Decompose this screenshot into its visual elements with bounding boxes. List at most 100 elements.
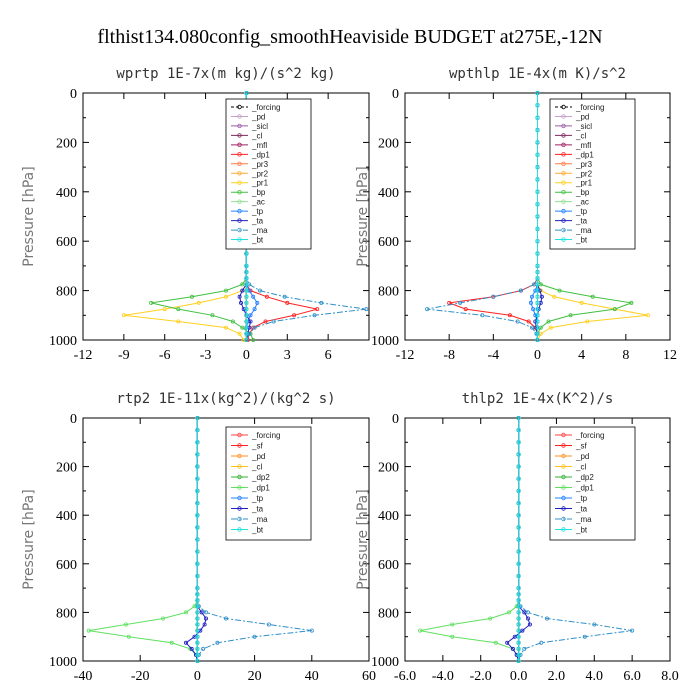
- series-point: [516, 415, 521, 420]
- legend-label: _pr1: [251, 179, 269, 188]
- legend-label: _pr1: [575, 179, 593, 188]
- legend: _forcing_pd_sicl_cl_mfl_dp1_pr3_pr2_pr1_…: [549, 98, 636, 250]
- legend-label: _forcing: [575, 431, 604, 440]
- legend-marker: [561, 142, 566, 148]
- series-point: [247, 331, 252, 336]
- series-point: [149, 300, 154, 305]
- series-point: [535, 288, 540, 293]
- legend-marker: [561, 171, 566, 176]
- legend-marker: [237, 133, 242, 138]
- series-point: [195, 616, 200, 621]
- series-point: [240, 288, 245, 293]
- legend-marker: [561, 133, 566, 138]
- series-point: [533, 313, 538, 318]
- y-tick-label: 400: [378, 186, 399, 201]
- x-tick-label: 12: [663, 348, 677, 363]
- legend-label: _ma: [251, 515, 268, 524]
- x-tick-label: -40: [74, 669, 93, 684]
- series-point: [183, 610, 188, 615]
- legend-marker: [237, 474, 242, 480]
- series-point: [315, 307, 320, 312]
- series-point: [161, 616, 166, 621]
- y-tick-label: 200: [56, 136, 77, 151]
- series-point: [244, 313, 249, 318]
- legend-label: _sf: [251, 442, 263, 451]
- legend-label: _dp1: [251, 484, 270, 493]
- x-tick-label: 8.0: [661, 669, 679, 684]
- series-point: [195, 628, 200, 633]
- series-point: [535, 214, 540, 219]
- series-point: [203, 616, 208, 621]
- legend-label: _pd: [575, 452, 589, 461]
- series-point: [522, 610, 527, 615]
- series-point: [241, 337, 246, 342]
- legend-label: _cl: [251, 463, 262, 472]
- series-point: [183, 640, 188, 645]
- legend-label: _ac: [251, 198, 265, 207]
- legend-marker: [237, 453, 242, 459]
- legend-label: _forcing: [251, 431, 280, 440]
- series-point: [516, 476, 521, 481]
- legend-marker: [561, 199, 566, 204]
- series-point: [195, 428, 200, 433]
- series-point: [535, 189, 540, 194]
- series-point: [491, 294, 496, 299]
- legend-label: _mfl: [575, 141, 591, 150]
- series-point: [533, 319, 538, 324]
- series-point: [418, 628, 423, 633]
- series-point: [255, 300, 260, 305]
- series-point: [195, 659, 200, 664]
- series-point: [237, 331, 242, 336]
- series-point: [195, 537, 200, 542]
- series-point: [516, 634, 521, 639]
- legend-label: _ta: [251, 505, 264, 514]
- legend-label: _sicl: [251, 122, 268, 131]
- legend-marker: [561, 237, 566, 242]
- series-point: [195, 646, 200, 651]
- series-point: [516, 537, 521, 542]
- series-point: [251, 294, 256, 299]
- x-tick-label: -12: [396, 348, 415, 363]
- legend-label: _ta: [575, 505, 588, 514]
- series-point: [240, 282, 245, 287]
- series-point: [535, 319, 540, 324]
- series-point: [195, 586, 200, 591]
- legend-label: _pd: [575, 112, 589, 121]
- series-point: [241, 307, 246, 312]
- series-point: [266, 622, 271, 627]
- series-point: [195, 440, 200, 445]
- legend-label: _bt: [251, 526, 264, 535]
- series-point: [535, 91, 540, 96]
- series-point: [539, 640, 544, 645]
- series-point: [539, 294, 544, 299]
- series-point: [516, 561, 521, 566]
- legend-label: _mfl: [251, 141, 267, 150]
- y-tick-label: 1000: [371, 334, 399, 349]
- series-point: [535, 270, 540, 275]
- legend-label: _dp1: [575, 150, 594, 159]
- series-point: [507, 610, 512, 615]
- y-tick-label: 600: [378, 235, 399, 250]
- legend-marker: [237, 227, 242, 233]
- x-tick-label: -8: [443, 348, 455, 363]
- legend-label: _pr2: [251, 169, 269, 178]
- y-tick-label: 800: [56, 606, 77, 621]
- legend-label: _cl: [575, 131, 586, 140]
- series-point: [195, 501, 200, 506]
- series-point: [223, 325, 228, 330]
- series-line-dp1: [420, 418, 520, 662]
- series-point: [535, 263, 540, 268]
- x-tick-label: -12: [74, 348, 93, 363]
- series-point: [247, 288, 252, 293]
- y-tick-label: 400: [378, 509, 399, 524]
- series-point: [645, 313, 650, 318]
- legend-marker: [561, 180, 566, 185]
- series-point: [488, 616, 493, 621]
- series-point: [516, 628, 521, 633]
- x-tick-label: 0: [534, 348, 541, 363]
- legend-marker: [561, 443, 566, 448]
- series-point: [516, 440, 521, 445]
- x-tick-label: -9: [118, 348, 130, 363]
- series-point: [585, 319, 590, 324]
- series-point: [515, 319, 520, 324]
